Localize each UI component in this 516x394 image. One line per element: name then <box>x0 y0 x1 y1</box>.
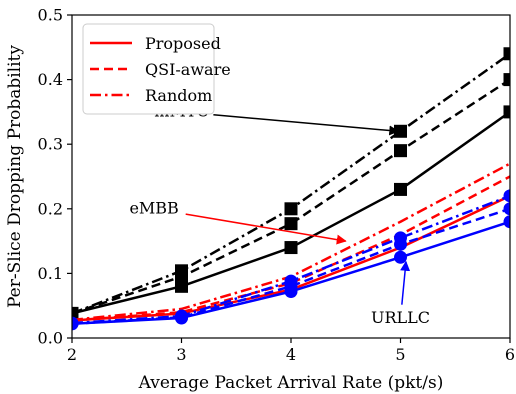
data-point <box>503 73 510 87</box>
data-point <box>175 264 188 278</box>
legend-label: Random <box>145 86 212 105</box>
series-embb-qsi-aware <box>72 175 510 322</box>
data-point <box>72 306 79 320</box>
annotation-urllc: URLLC <box>371 260 430 327</box>
x-tick-label: 5 <box>395 345 405 364</box>
data-point <box>72 316 79 330</box>
data-point <box>394 250 407 264</box>
y-tick-label: 0.0 <box>38 329 63 348</box>
series-line <box>72 175 510 322</box>
y-tick-label: 0.5 <box>38 6 63 25</box>
data-point <box>394 231 407 245</box>
annotation-embb: eMBB <box>129 198 347 245</box>
legend-item-qsi-aware: QSI-aware <box>90 60 231 79</box>
annotation-arrow <box>185 213 347 245</box>
data-point <box>175 309 188 323</box>
axes-layer: 2 3 4 5 6 0.0 0.1 0.2 0.3 0.4 0.5 <box>38 6 516 365</box>
data-point <box>503 215 510 229</box>
data-point <box>284 241 298 255</box>
annotation-label: URLLC <box>371 308 430 327</box>
data-point <box>503 47 510 61</box>
legend-label: QSI-aware <box>145 60 231 79</box>
annotation-label: eMBB <box>129 198 178 217</box>
legend-item-proposed: Proposed <box>90 34 221 53</box>
data-point <box>284 217 298 231</box>
series-line <box>72 220 510 326</box>
data-point <box>503 189 510 203</box>
x-tick-label: 4 <box>286 345 296 364</box>
series-urllc-random <box>72 189 510 330</box>
data-point <box>394 144 407 158</box>
x-axis-label: Average Packet Arrival Rate (pkt/s) <box>138 373 444 393</box>
legend-label: Proposed <box>145 34 221 53</box>
data-point <box>503 105 510 119</box>
y-tick-label: 0.2 <box>38 199 63 218</box>
x-tick-label: 2 <box>67 345 77 364</box>
series-layer <box>72 47 510 331</box>
legend-box <box>82 23 215 115</box>
series-line <box>72 78 510 315</box>
data-point <box>394 182 407 196</box>
y-tick-label: 0.3 <box>38 135 63 154</box>
x-tick-label: 6 <box>505 345 515 364</box>
annotation-arrow <box>213 114 400 136</box>
annotation-arrow <box>400 260 411 305</box>
x-tick-label: 3 <box>176 345 186 364</box>
y-tick-label: 0.1 <box>38 264 63 283</box>
legend-item-random: Random <box>90 86 212 105</box>
data-point <box>284 274 298 288</box>
legend: Proposed QSI-aware Random <box>82 23 231 115</box>
data-point <box>284 202 298 216</box>
data-point <box>503 202 510 216</box>
y-axis-label: Per-Slice Dropping Probability <box>5 45 25 308</box>
y-tick-label: 0.4 <box>38 70 63 89</box>
